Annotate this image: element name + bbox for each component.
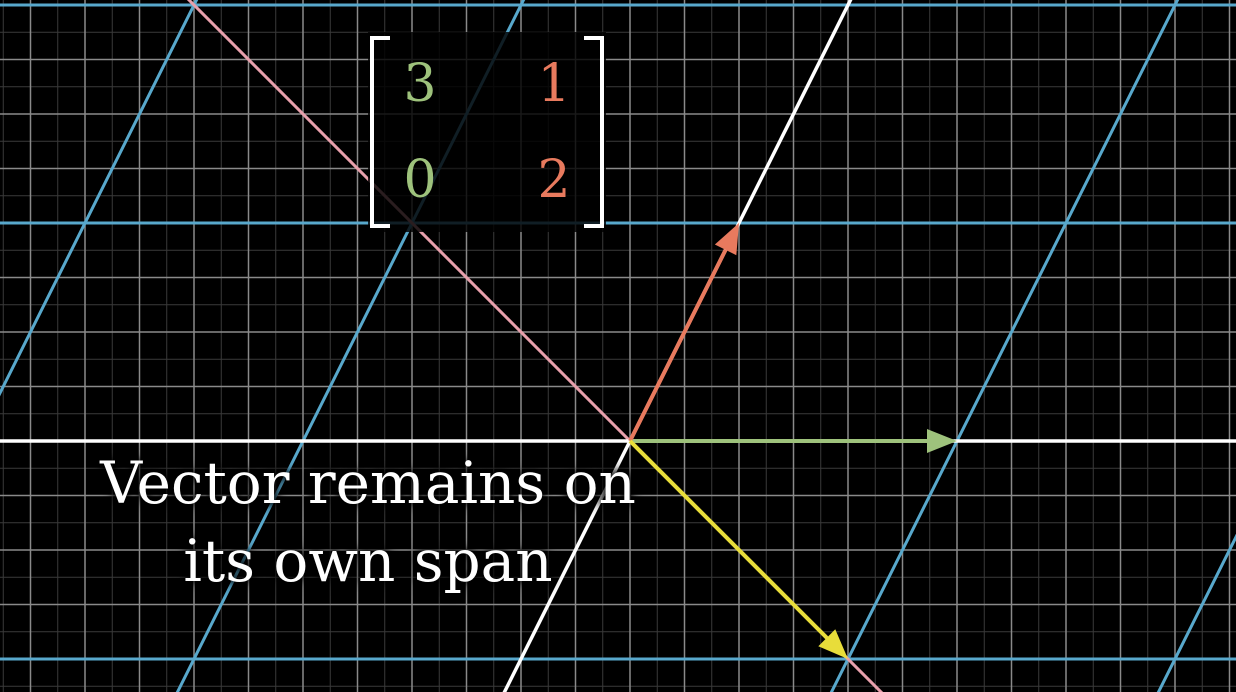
- transformed-grid-slant: [0, 0, 199, 397]
- matrix-left-bracket: [370, 36, 390, 228]
- matrix-entry-a: 3: [403, 54, 437, 114]
- vector-head: [927, 429, 957, 453]
- vector-shaft: [628, 248, 728, 442]
- transformed-grid-slant: [1156, 533, 1236, 692]
- caption-line-2: its own span: [183, 527, 553, 595]
- caption-line-1: Vector remains on: [100, 449, 636, 517]
- matrix-entry-d: 2: [537, 150, 571, 210]
- vector-head: [714, 223, 739, 256]
- j-hat-vector-arrow: [628, 223, 739, 442]
- matrix-right-bracket: [584, 36, 604, 228]
- eigen-vector-arrow: [628, 439, 848, 659]
- matrix-entry-c: 0: [403, 150, 437, 210]
- i-hat-vector-arrow: [630, 429, 957, 453]
- matrix-entry-b: 1: [537, 54, 571, 114]
- transformation-matrix: 3 1 0 2: [368, 32, 606, 232]
- vector-shaft: [628, 439, 829, 640]
- transformed-grid-slant: [829, 0, 1180, 692]
- vector-head: [818, 629, 848, 659]
- caption: Vector remains on its own span: [98, 444, 638, 600]
